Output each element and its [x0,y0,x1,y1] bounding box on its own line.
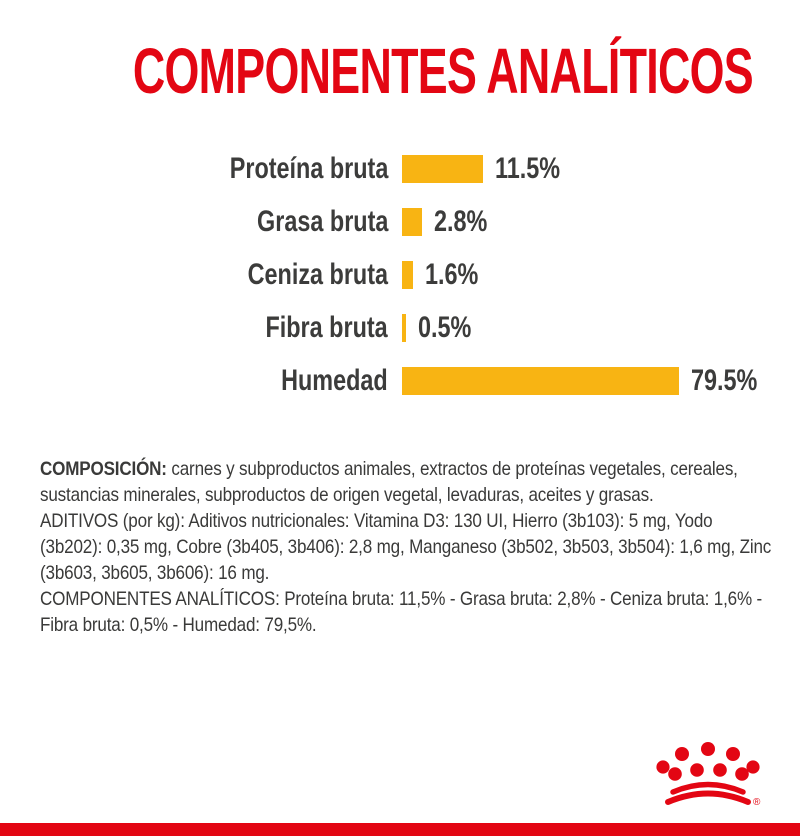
bar-category-label: Ceniza bruta [0,258,388,292]
composition-paragraph: COMPOSICIÓN: carnes y subproductos anima… [40,456,775,508]
bar-value-label-text: 1.6% [425,258,479,291]
bar-value-label-text: 2.8% [434,205,488,238]
bar-category-label: Fibra bruta [0,311,388,345]
footer-red-band [0,823,800,836]
bar [402,261,413,289]
bar [402,367,679,395]
chart-row: Humedad 79.5% [0,364,800,398]
analytical-paragraph: COMPONENTES ANALÍTICOS: Proteína bruta: … [40,588,763,636]
bar-category-label: Humedad [0,364,388,398]
bar-value-label: 0.5% [418,311,486,345]
bar-chart: Proteína bruta 11.5% Grasa bruta 2.8% Ceniza… [0,152,800,398]
chart-row: Ceniza bruta 1.6% [0,258,800,292]
chart-row: Grasa bruta 2.8% [0,205,800,239]
bar-value-label: 79.5% [691,364,776,398]
bar-category-label-text: Grasa bruta [256,205,388,238]
additives-paragraph: ADITIVOS (por kg): Aditivos nutricionale… [40,510,772,584]
royal-canin-crown-logo: ® [656,742,761,808]
bar-category-label: Grasa bruta [0,205,388,239]
bar-category-label-text: Fibra bruta [265,311,388,344]
bar-category-label-text: Humedad [281,364,388,397]
crown-dots [656,742,760,781]
bar [402,155,483,183]
page-title-text: COMPONENTES ANALÍTICOS [132,35,754,107]
bar-value-label: 11.5% [495,152,578,186]
legal-text-block: COMPOSICIÓN: carnes y subproductos anima… [40,456,775,638]
bar [402,314,406,342]
bar-category-label: Proteína bruta [0,152,388,186]
composition-text: carnes y subproductos animales, extracto… [40,458,738,506]
bar-value-label: 1.6% [425,258,493,292]
chart-row: Fibra bruta 0.5% [0,311,800,345]
bar-category-label-text: Ceniza bruta [247,258,388,291]
bar-value-label-text: 11.5% [495,152,561,185]
composition-label: COMPOSICIÓN: [40,458,167,480]
bar-category-label-text: Proteína bruta [229,152,388,185]
bar [402,208,422,236]
bar-value-label-text: 79.5% [691,364,758,397]
page-title: COMPONENTES ANALÍTICOS [0,36,800,117]
chart-row: Proteína bruta 11.5% [0,152,800,186]
registered-trademark-icon: ® [753,797,761,808]
crown-arcs [665,781,751,805]
bar-value-label-text: 0.5% [418,311,472,344]
bar-value-label: 2.8% [434,205,502,239]
